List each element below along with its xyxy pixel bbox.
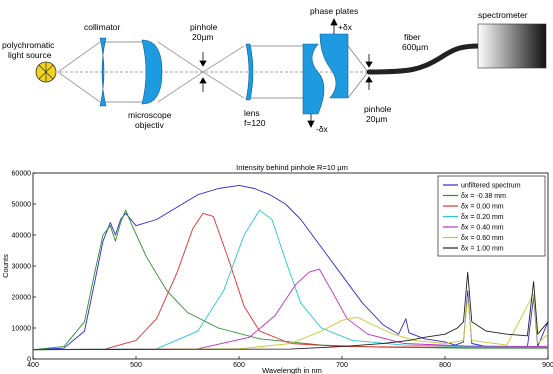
legend-label-5: δx = 0.60 mm <box>461 235 504 242</box>
series-line-3 <box>32 209 548 351</box>
legend-label-6: δx = 1.00 mm <box>461 246 504 253</box>
x-tick-label: 400 <box>27 362 39 369</box>
plus-dx-label: +δx <box>338 22 353 32</box>
fiber-label-line2: 600µm <box>402 42 428 52</box>
series-line-4 <box>32 268 549 351</box>
pinhole1-label-line2: 20µm <box>192 32 213 42</box>
legend-label-4: δx = 0.40 mm <box>461 225 504 232</box>
x-axis-title: Wavelength in nm <box>262 366 322 374</box>
axis-ticks: 400 500 600 700 800 900 0 10000 20000 30000 40000 5… <box>12 171 553 370</box>
legend-label-2: δx = 0.00 mm <box>461 204 504 211</box>
source-label-line2: light source <box>8 50 52 60</box>
legend-label-3: δx = 0.20 mm <box>461 214 504 221</box>
phase-plates-label: phase plates <box>310 6 358 16</box>
microscope-label-line1: microscope <box>128 110 172 120</box>
pinhole2-label-line1: pinhole <box>364 104 392 114</box>
phase-plate-left-icon <box>302 43 325 115</box>
beam-lines <box>57 41 369 103</box>
y-tick-label: 30000 <box>12 264 32 271</box>
series-line-6 <box>32 271 549 351</box>
x-tick-label: 500 <box>130 362 142 369</box>
pinhole1-label-line1: pinhole <box>190 22 218 32</box>
legend: unfiltered spectrum δx = -0.38 mm δx = 0.0… <box>437 175 546 257</box>
lens-label: lens <box>244 108 260 118</box>
y-axis-title: Counts <box>1 254 10 278</box>
y-tick-label: 60000 <box>12 171 32 178</box>
series-line-5 <box>32 293 549 351</box>
lens-icon <box>245 43 254 101</box>
collimator-label: collimator <box>84 22 121 32</box>
series-line-2 <box>32 212 548 351</box>
optical-setup-diagram: polychromatic light source collimator mi… <box>2 6 547 134</box>
x-tick-label: 900 <box>542 362 553 369</box>
minus-dx-label: -δx <box>316 124 329 134</box>
pinhole2-icon <box>365 54 373 90</box>
spectrometer-box-icon <box>477 23 547 69</box>
shift-down-arrow-icon <box>307 114 315 128</box>
y-tick-label: 40000 <box>12 233 32 240</box>
lens-focal-label: f=120 <box>244 118 266 128</box>
spectrometer-label: spectrometer <box>478 10 528 20</box>
shift-up-arrow-icon <box>330 18 338 34</box>
y-tick-label: 50000 <box>12 202 32 209</box>
y-tick-label: 20000 <box>12 295 32 302</box>
y-tick-label: 0 <box>27 357 31 364</box>
x-tick-label: 700 <box>336 362 348 369</box>
fiber-label-line1: fiber <box>404 32 421 42</box>
legend-label-1: δx = -0.38 mm <box>461 193 506 200</box>
pinhole2-label-line2: 20µm <box>366 114 387 124</box>
y-tick-label: 10000 <box>12 326 32 333</box>
x-tick-label: 800 <box>439 362 451 369</box>
collimator-lens-icon <box>99 37 107 107</box>
series-lines <box>32 184 549 351</box>
pinhole1-icon <box>199 52 207 92</box>
legend-label-0: unfiltered spectrum <box>461 183 521 190</box>
phase-plate-right-icon <box>319 33 349 99</box>
chart-title: Intensity behind pinhole R=10 µm <box>236 163 348 172</box>
fiber-cable-icon <box>366 43 483 75</box>
source-label-line1: polychromatic <box>2 40 55 50</box>
spectrum-chart: Intensity behind pinhole R=10 µm 400 500 6… <box>1 163 553 374</box>
x-tick-label: 600 <box>233 362 245 369</box>
microscope-objective-icon <box>141 39 163 105</box>
microscope-label-line2: objectiv <box>135 120 165 130</box>
light-source-icon <box>35 61 57 83</box>
